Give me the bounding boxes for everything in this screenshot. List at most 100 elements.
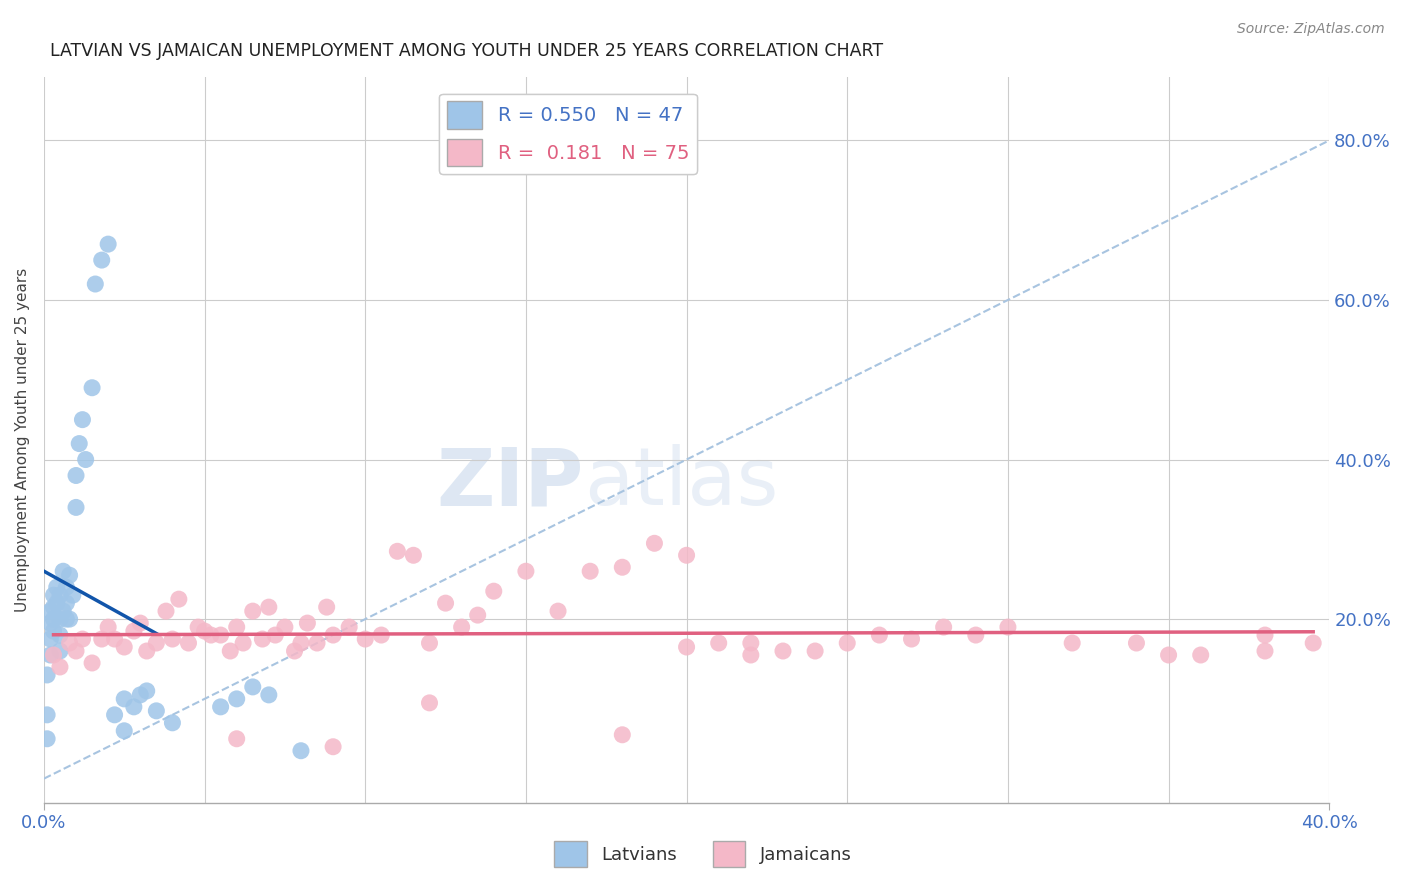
Point — [49, 588, 72, 602]
Point — [209, 699, 232, 714]
Point — [39, 616, 62, 631]
Point — [135, 684, 157, 698]
Point — [42, 588, 65, 602]
Point — [283, 644, 305, 658]
Point — [103, 707, 125, 722]
Point — [675, 640, 697, 654]
Point — [58, 612, 80, 626]
Point — [482, 584, 505, 599]
Point — [290, 636, 312, 650]
Point — [42, 600, 65, 615]
Point — [49, 644, 72, 658]
Point — [1254, 644, 1277, 658]
Point — [84, 277, 107, 291]
Point — [49, 628, 72, 642]
Point — [155, 604, 177, 618]
Point — [112, 691, 135, 706]
Point — [837, 636, 859, 650]
Point — [675, 549, 697, 563]
Point — [80, 656, 103, 670]
Point — [264, 628, 287, 642]
Point — [547, 604, 569, 618]
Point — [45, 596, 67, 610]
Point — [515, 564, 537, 578]
Point — [97, 620, 120, 634]
Point — [162, 715, 184, 730]
Point — [804, 644, 827, 658]
Point — [37, 731, 59, 746]
Point — [167, 592, 190, 607]
Point — [135, 644, 157, 658]
Text: Source: ZipAtlas.com: Source: ZipAtlas.com — [1237, 22, 1385, 37]
Text: LATVIAN VS JAMAICAN UNEMPLOYMENT AMONG YOUTH UNDER 25 YEARS CORRELATION CHART: LATVIAN VS JAMAICAN UNEMPLOYMENT AMONG Y… — [51, 42, 883, 60]
Point — [225, 691, 247, 706]
Text: ZIP: ZIP — [436, 444, 583, 522]
Point — [402, 549, 425, 563]
Point — [162, 632, 184, 646]
Point — [37, 668, 59, 682]
Point — [900, 632, 922, 646]
Point — [868, 628, 890, 642]
Point — [62, 588, 84, 602]
Point — [387, 544, 409, 558]
Point — [1125, 636, 1147, 650]
Point — [200, 628, 222, 642]
Point — [965, 628, 987, 642]
Point — [145, 636, 167, 650]
Point — [90, 253, 112, 268]
Point — [187, 620, 209, 634]
Point — [65, 468, 87, 483]
Point — [65, 644, 87, 658]
Point — [103, 632, 125, 646]
Point — [257, 600, 280, 615]
Point — [42, 612, 65, 626]
Point — [42, 624, 65, 638]
Point — [322, 628, 344, 642]
Point — [740, 648, 762, 662]
Point — [122, 624, 145, 638]
Point — [45, 580, 67, 594]
Legend: Latvians, Jamaicans: Latvians, Jamaicans — [547, 834, 859, 874]
Point — [322, 739, 344, 754]
Point — [242, 680, 264, 694]
Point — [1302, 636, 1324, 650]
Point — [209, 628, 232, 642]
Point — [1254, 628, 1277, 642]
Point — [337, 620, 360, 634]
Point — [39, 604, 62, 618]
Point — [450, 620, 472, 634]
Point — [49, 612, 72, 626]
Text: atlas: atlas — [583, 444, 778, 522]
Point — [39, 648, 62, 662]
Point — [55, 596, 77, 610]
Point — [112, 723, 135, 738]
Point — [225, 620, 247, 634]
Point — [274, 620, 297, 634]
Point — [242, 604, 264, 618]
Point — [305, 636, 328, 650]
Point — [290, 744, 312, 758]
Point — [315, 600, 337, 615]
Point — [129, 616, 152, 631]
Point — [932, 620, 955, 634]
Point — [58, 636, 80, 650]
Point — [1189, 648, 1212, 662]
Point — [467, 608, 489, 623]
Point — [219, 644, 242, 658]
Point — [740, 636, 762, 650]
Point — [55, 612, 77, 626]
Point — [39, 632, 62, 646]
Point — [418, 696, 440, 710]
Point — [52, 604, 75, 618]
Point — [49, 660, 72, 674]
Point — [67, 436, 90, 450]
Point — [177, 636, 200, 650]
Point — [58, 568, 80, 582]
Point — [75, 452, 97, 467]
Point — [707, 636, 730, 650]
Point — [418, 636, 440, 650]
Point — [772, 644, 794, 658]
Point — [42, 648, 65, 662]
Y-axis label: Unemployment Among Youth under 25 years: Unemployment Among Youth under 25 years — [15, 268, 30, 612]
Point — [90, 632, 112, 646]
